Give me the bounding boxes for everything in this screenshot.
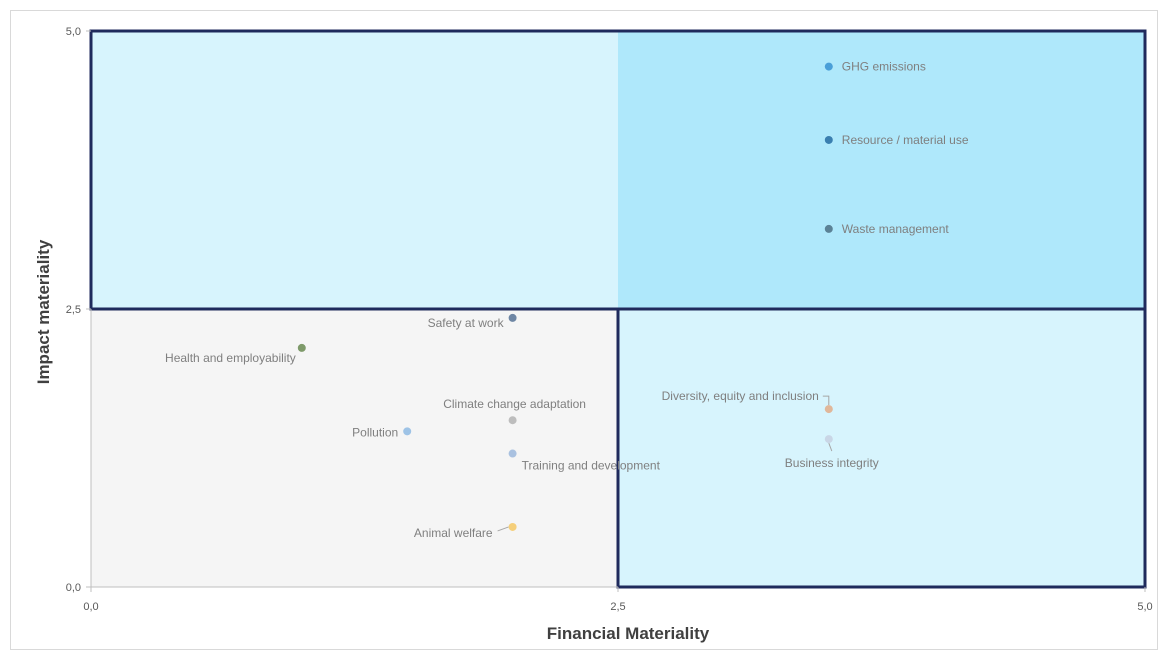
leader-line bbox=[822, 395, 830, 406]
data-point-label: Climate change adaptation bbox=[443, 397, 586, 411]
quadrant-border-lower bbox=[616, 309, 1147, 589]
leader-line bbox=[828, 442, 833, 452]
quadrant-bottom-left bbox=[91, 309, 618, 587]
data-point-label: Resource / material use bbox=[842, 133, 969, 147]
y-tick-label: 0,0 bbox=[66, 582, 81, 594]
data-point bbox=[824, 62, 833, 71]
y-tick-label: 2,5 bbox=[66, 304, 81, 316]
quadrant-border-upper bbox=[89, 29, 1147, 311]
data-point-label: Pollution bbox=[352, 425, 398, 439]
quadrants bbox=[89, 29, 1147, 589]
data-point bbox=[508, 449, 517, 458]
y-ticks: 0,0 2,5 5,0 bbox=[66, 26, 91, 594]
y-axis-title: Impact materiality bbox=[34, 239, 53, 384]
quadrant-bottom-right bbox=[618, 309, 1145, 587]
x-tick-label: 5,0 bbox=[1137, 601, 1152, 613]
x-tick-label: 0,0 bbox=[83, 601, 98, 613]
data-point bbox=[508, 522, 517, 531]
data-points: GHG emissions Resource / material use Wast… bbox=[165, 60, 969, 540]
data-point-label: Training and development bbox=[522, 459, 661, 473]
data-point-label: Health and employability bbox=[165, 351, 296, 365]
data-point-label: Diversity, equity and inclusion bbox=[662, 389, 819, 403]
leader-lines bbox=[497, 395, 833, 532]
data-point bbox=[508, 416, 517, 425]
data-point bbox=[403, 427, 412, 436]
data-point bbox=[824, 435, 833, 444]
data-point-label: Animal welfare bbox=[414, 526, 493, 540]
data-point bbox=[824, 135, 833, 144]
data-point-label: Business integrity bbox=[785, 456, 879, 470]
data-point-label: GHG emissions bbox=[842, 60, 926, 74]
data-point bbox=[508, 313, 517, 322]
quadrant-top-left bbox=[91, 31, 618, 309]
data-point bbox=[824, 405, 833, 414]
x-axis-title: Financial Materiality bbox=[547, 624, 710, 643]
data-point-label: Safety at work bbox=[428, 316, 505, 330]
x-tick-label: 2,5 bbox=[610, 601, 625, 613]
quadrant-top-right bbox=[618, 31, 1145, 309]
data-point-label: Waste management bbox=[842, 222, 950, 236]
data-point bbox=[297, 343, 306, 352]
data-point bbox=[824, 224, 833, 233]
leader-line bbox=[497, 526, 509, 532]
y-tick-label: 5,0 bbox=[66, 26, 81, 38]
x-ticks: 0,0 2,5 5,0 bbox=[83, 587, 1153, 613]
axes: 0,0 2,5 5,0 0,0 2,5 5,0 Financial Materialit… bbox=[34, 26, 1153, 643]
